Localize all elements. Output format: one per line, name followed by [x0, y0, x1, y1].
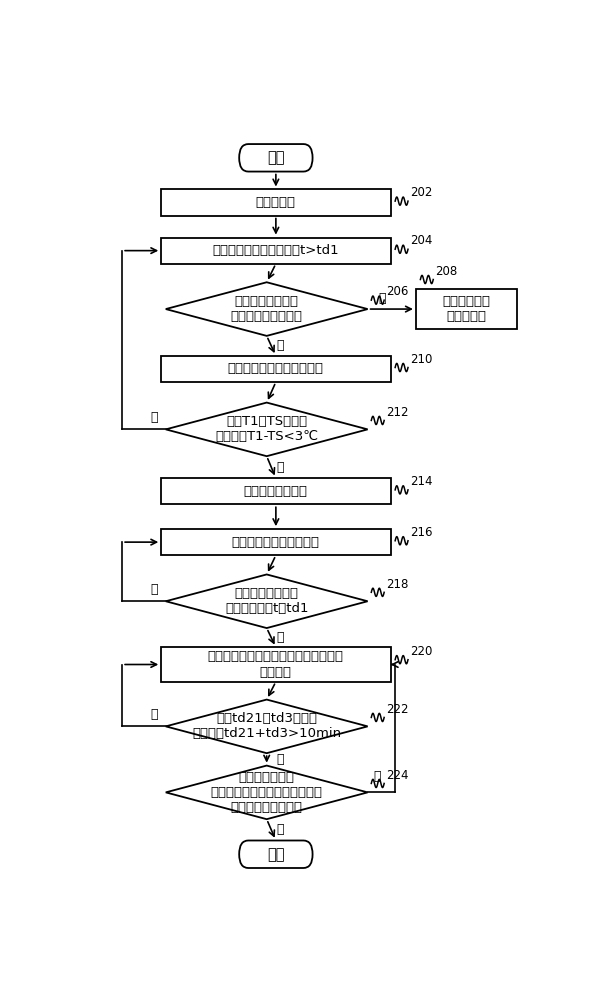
Text: 是: 是 [277, 461, 284, 474]
Text: 否: 否 [150, 708, 158, 721]
Polygon shape [166, 403, 368, 456]
Text: 224: 224 [386, 769, 408, 782]
Text: 判断T1和TS的关系
是否满足T1-TS<3℃: 判断T1和TS的关系 是否满足T1-TS<3℃ [215, 415, 318, 443]
Text: 是: 是 [277, 631, 284, 644]
Text: 结束: 结束 [267, 847, 285, 862]
Polygon shape [166, 700, 368, 753]
Text: 是: 是 [277, 339, 284, 352]
Text: 执行制热模式
的控制步骤: 执行制热模式 的控制步骤 [442, 295, 490, 323]
Bar [161, 529, 391, 555]
Text: 218: 218 [386, 578, 408, 591]
Text: 否: 否 [373, 770, 381, 783]
Text: 否: 否 [150, 583, 158, 596]
Text: 208: 208 [435, 265, 458, 278]
Text: 210: 210 [410, 353, 432, 366]
Text: 确定风机的连续运行时间t>td1: 确定风机的连续运行时间t>td1 [213, 244, 339, 257]
Polygon shape [166, 574, 368, 628]
Text: 206: 206 [386, 285, 408, 298]
Text: 开启空调器: 开启空调器 [256, 196, 296, 209]
Text: 是: 是 [277, 753, 284, 766]
Text: 控制空调器的导风条按照最大摆动范围
进行摆动: 控制空调器的导风条按照最大摆动范围 进行摆动 [208, 650, 344, 678]
Text: 220: 220 [410, 645, 432, 658]
Text: 222: 222 [386, 703, 408, 716]
FancyBboxPatch shape [239, 144, 313, 172]
Bar [161, 478, 391, 504]
Bar [161, 647, 391, 682]
Bar [161, 356, 391, 382]
Text: 216: 216 [410, 526, 432, 539]
Text: 导风条转至最大出风角度: 导风条转至最大出风角度 [232, 536, 320, 549]
Bar [161, 238, 391, 264]
Text: 是: 是 [277, 823, 284, 836]
Bar [161, 189, 391, 216]
Text: 判断判断风机提速
后的持续时间t＞td1: 判断判断风机提速 后的持续时间t＞td1 [225, 587, 308, 615]
Polygon shape [166, 282, 368, 336]
Text: 风机转速提高一档: 风机转速提高一档 [244, 485, 308, 498]
Text: 开始: 开始 [267, 150, 285, 165]
Text: 204: 204 [410, 234, 432, 247]
FancyBboxPatch shape [239, 840, 313, 868]
Polygon shape [166, 766, 368, 819]
Text: 202: 202 [410, 186, 432, 199]
Text: 控制导风条继续
按照最大摆动范围进行摆动，并
判断是否有关机指令: 控制导风条继续 按照最大摆动范围进行摆动，并 判断是否有关机指令 [211, 771, 323, 814]
Text: 确定空调器运行在制冷模式: 确定空调器运行在制冷模式 [228, 362, 324, 375]
Text: 否: 否 [150, 411, 158, 424]
Text: 判断td21和td3的关系
是否满足td21+td3>10min: 判断td21和td3的关系 是否满足td21+td3>10min [192, 712, 341, 740]
Text: 否: 否 [379, 292, 387, 305]
Text: 214: 214 [410, 475, 432, 488]
Text: 判断空调器是否是
制冷模式或制热模式: 判断空调器是否是 制冷模式或制热模式 [231, 295, 303, 323]
Text: 212: 212 [386, 406, 408, 419]
Bar [416, 289, 517, 329]
